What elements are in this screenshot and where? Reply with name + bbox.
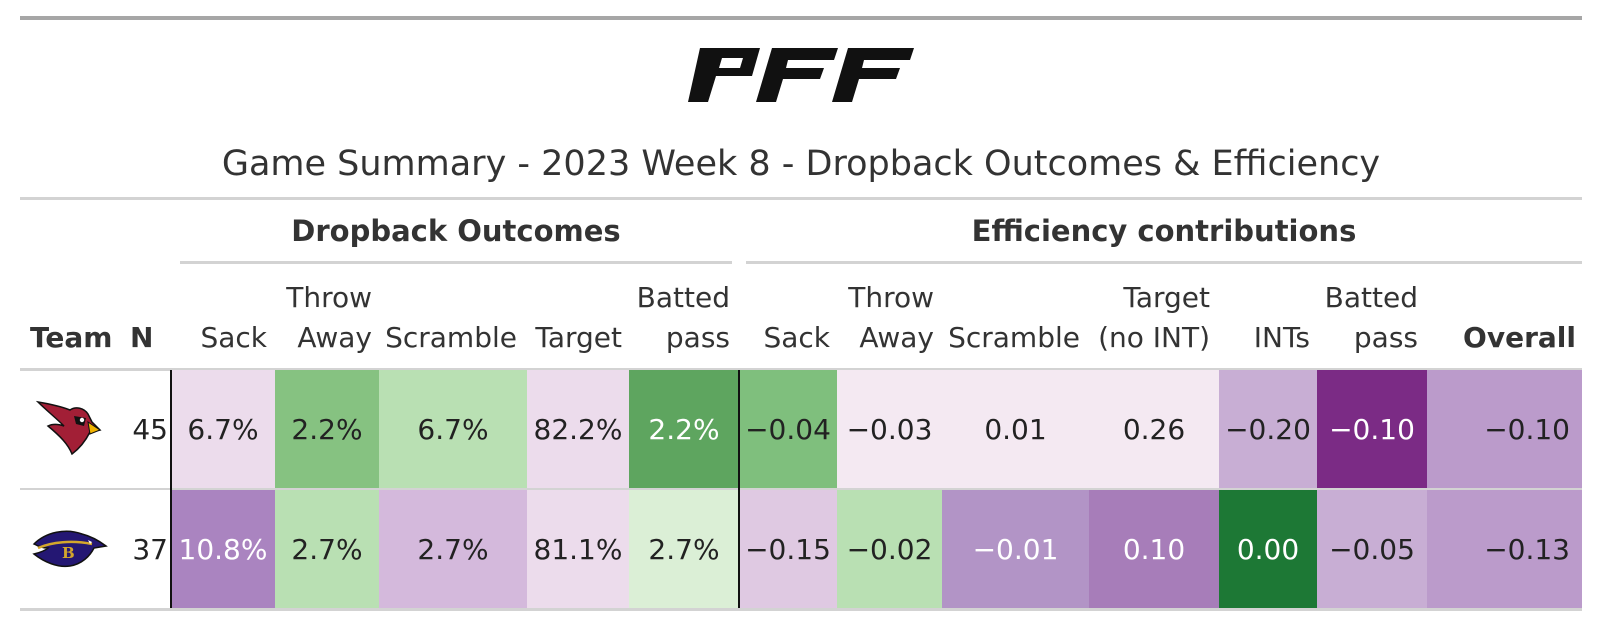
cell-row-1-o-batted: 2.2% [629,370,739,488]
cell-row-2-o-target: 81.1% [527,490,629,608]
cell-row-2-o-scramble: 2.7% [379,490,527,608]
cell-row-1-e-throw: −0.03 [837,370,942,488]
title-rule [20,197,1582,200]
col-e-batted-line1: Batted [1324,281,1418,314]
cell-row-2-o-sack: 10.8% [171,490,275,608]
cell-row-2-e-ints: 0.00 [1219,490,1317,608]
cell-row-1-e-scramble: 0.01 [942,370,1089,488]
top-rule [20,16,1582,20]
cell-row-2-o-throw: 2.7% [275,490,379,608]
col-o-target: Target [535,321,622,354]
spanner-dropback-outcomes: Dropback Outcomes [291,214,621,248]
table-title: Game Summary - 2023 Week 8 - Dropback Ou… [221,144,1381,184]
col-e-overall: Overall [1463,321,1576,354]
col-team: Team [30,321,113,354]
cardinals-logo [36,400,102,456]
header-rule [20,368,1582,371]
cell-row-1-o-throw: 2.2% [275,370,379,488]
cell-row-2-e-scramble: −0.01 [942,490,1089,608]
col-n: N [130,321,154,354]
row-2-n: 37 [132,532,168,566]
col-o-batted-line2: pass [665,321,730,354]
col-e-target-line2: (no INT) [1098,321,1210,354]
row-1-n: 45 [132,412,168,446]
cell-row-1-e-sack: −0.04 [739,370,837,488]
cell-row-1-e-target: 0.26 [1089,370,1219,488]
spanner-rule-outcomes [180,261,732,264]
col-o-batted-line1: Batted [636,281,730,314]
col-e-throw-line2: Away [859,321,934,354]
cell-row-2-e-throw: −0.02 [837,490,942,608]
bottom-rule [20,608,1582,611]
col-e-ints: INTs [1253,321,1310,354]
cell-row-1-o-scramble: 6.7% [379,370,527,488]
cell-row-1-o-target: 82.2% [527,370,629,488]
cell-row-1-o-sack: 6.7% [171,370,275,488]
cell-row-2-o-batted: 2.7% [629,490,739,608]
col-e-batted-line2: pass [1353,321,1418,354]
ravens-logo: B [32,530,108,568]
col-o-scramble: Scramble [385,321,517,354]
col-o-throw-line1: Throw [286,281,372,314]
cell-row-1-e-batted: −0.10 [1317,370,1427,488]
col-o-throw-line2: Away [297,321,372,354]
col-o-sack: Sack [200,321,267,354]
col-e-target-line1: Target [1123,281,1210,314]
row-rule [20,488,1582,490]
divider-team [170,370,172,608]
col-e-throw-line1: Throw [848,281,934,314]
col-e-sack: Sack [763,321,830,354]
cell-row-2-e-target: 0.10 [1089,490,1219,608]
divider-sections [738,370,740,608]
col-e-scramble: Scramble [948,321,1080,354]
spanner-rule-efficiency [746,261,1582,264]
pff-logo [688,48,914,102]
cell-row-2-e-sack: −0.15 [739,490,837,608]
spanner-efficiency: Efficiency contributions [971,214,1357,248]
cell-row-1-e-overall: −0.10 [1427,370,1582,488]
cell-row-2-e-overall: −0.13 [1427,490,1582,608]
cell-row-2-e-batted: −0.05 [1317,490,1427,608]
svg-text:B: B [62,544,75,562]
cell-row-1-e-ints: −0.20 [1219,370,1317,488]
